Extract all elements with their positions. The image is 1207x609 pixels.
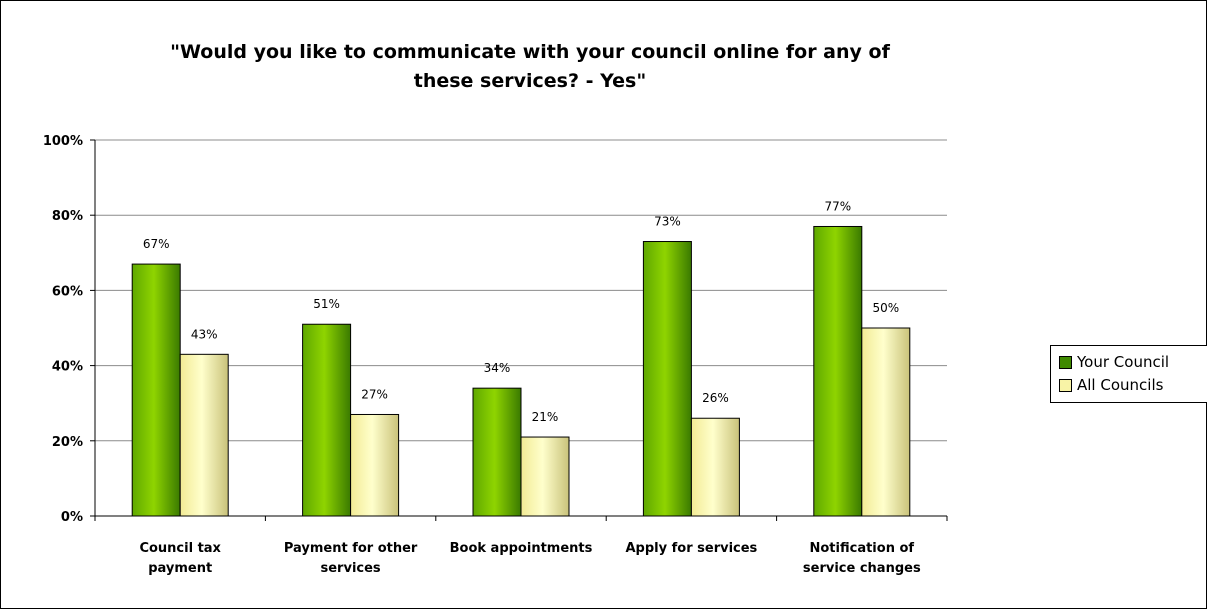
chart-title: "Would you like to communicate with your… (170, 41, 890, 92)
data-label: 43% (191, 327, 218, 341)
x-category-label: Apply for services (625, 541, 757, 556)
bar-your-council (642, 241, 692, 517)
x-category-label: payment (148, 561, 212, 576)
bar-your-council (472, 387, 522, 517)
legend-swatch-yellow (1059, 378, 1072, 392)
legend: Your Council All Councils (1050, 345, 1207, 403)
bar-all-councils (861, 327, 911, 517)
data-label: 67% (143, 237, 170, 251)
bar-your-council (302, 323, 352, 517)
data-label: 51% (313, 297, 340, 311)
x-category-label: Notification of (810, 541, 915, 556)
x-category-label: services (321, 561, 381, 576)
x-category-label: Payment for other (284, 541, 418, 556)
x-category-label: Council tax (139, 541, 221, 556)
y-tick-label: 20% (52, 435, 83, 450)
y-tick-label: 0% (61, 510, 83, 525)
bar-all-councils (690, 417, 740, 517)
y-tick-label: 80% (52, 209, 83, 224)
bar-your-council (131, 263, 181, 517)
data-label: 27% (361, 387, 388, 401)
legend-label: All Councils (1077, 376, 1164, 394)
x-category-label: service changes (803, 561, 921, 576)
legend-item-your-council: Your Council (1059, 352, 1169, 372)
bar-all-councils (179, 353, 229, 517)
data-label: 73% (654, 215, 681, 229)
bar-all-councils (350, 413, 400, 517)
x-category-label: Book appointments (450, 541, 593, 556)
y-tick-label: 100% (43, 134, 83, 149)
legend-item-all-councils: All Councils (1059, 375, 1163, 395)
data-label: 34% (484, 361, 511, 375)
y-tick-label: 60% (52, 284, 83, 299)
data-label: 21% (532, 410, 559, 424)
data-label: 50% (872, 301, 899, 315)
legend-label: Your Council (1077, 353, 1170, 371)
bar-all-councils (520, 436, 570, 517)
y-tick-label: 40% (52, 360, 83, 375)
bar-your-council (813, 225, 863, 517)
legend-swatch-green (1059, 355, 1072, 369)
data-label: 77% (824, 199, 851, 213)
data-label: 26% (702, 391, 729, 405)
